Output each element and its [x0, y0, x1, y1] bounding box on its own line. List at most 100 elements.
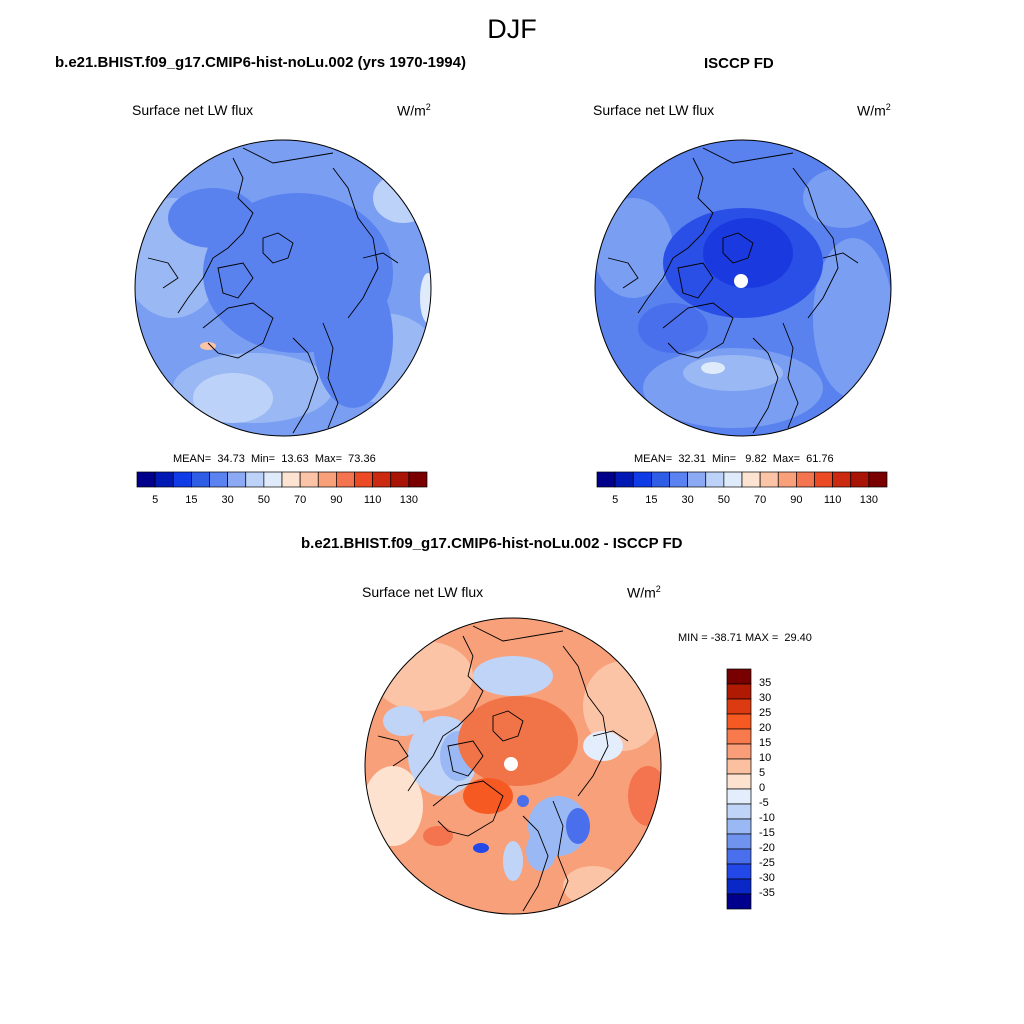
panel3-field-warm	[563, 866, 623, 906]
colorbar-tick-label: 20	[759, 722, 772, 734]
colorbar-swatch	[868, 471, 888, 488]
panel1-field-warm	[200, 342, 216, 350]
colorbar-swatch	[705, 471, 725, 488]
panel3-field-cool	[526, 831, 556, 871]
colorbar-tick-label: 30	[681, 494, 694, 506]
colorbar-swatch	[317, 471, 337, 488]
colorbar-swatch	[191, 471, 210, 488]
colorbar-tick-label: -25	[759, 857, 775, 869]
panel2-colorbar	[596, 471, 888, 488]
colorbar-swatch	[726, 878, 752, 895]
panel1-coastlines	[147, 147, 399, 434]
panel1-units: W/m2	[397, 102, 431, 119]
colorbar-tick-label: -30	[759, 872, 775, 884]
panel3-field-pale	[373, 641, 473, 711]
colorbar-swatch	[723, 471, 743, 488]
panel3-field-cool	[517, 795, 529, 807]
panel3-pole-hole	[504, 757, 518, 771]
colorbar-swatch	[227, 471, 247, 488]
panel2-field-light	[813, 238, 891, 398]
colorbar-swatch	[726, 803, 752, 820]
panel1-title: b.e21.BHIST.f09_g17.CMIP6-hist-noLu.002 …	[55, 54, 466, 71]
colorbar-swatch	[726, 863, 752, 880]
colorbar-swatch	[726, 818, 752, 835]
colorbar-swatch	[390, 471, 410, 488]
panel1-stats: MEAN= 34.73 Min= 13.63 Max= 73.36	[173, 453, 376, 465]
panel3-field-cool	[473, 843, 489, 853]
panel2-field-darker	[703, 218, 793, 288]
panel3-field-cool	[473, 656, 553, 696]
panel3-title: b.e21.BHIST.f09_g17.CMIP6-hist-noLu.002 …	[301, 535, 683, 552]
panel2-coastlines	[607, 147, 859, 434]
colorbar-swatch	[687, 471, 707, 488]
panel1-field-dark	[313, 268, 393, 408]
panel2-units: W/m2	[857, 102, 891, 119]
colorbar-swatch	[726, 743, 752, 760]
panel1-polar-map	[134, 139, 432, 437]
colorbar-tick-label: -20	[759, 842, 775, 854]
colorbar-swatch	[209, 471, 228, 488]
panel3-field-cool	[566, 808, 590, 844]
colorbar-swatch	[726, 728, 752, 745]
panel1-field-light	[193, 373, 273, 423]
colorbar-tick-label: 70	[294, 494, 307, 506]
colorbar-swatch	[669, 471, 688, 488]
panel3-variable-label: Surface net LW flux	[362, 584, 484, 600]
panel3-field-cool	[503, 841, 523, 881]
panel2-field-light	[683, 355, 783, 391]
colorbar-swatch	[726, 758, 752, 775]
colorbar-tick-label: 90	[790, 494, 803, 506]
colorbar-swatch	[726, 698, 752, 715]
colorbar-tick-label: -10	[759, 812, 775, 824]
colorbar-swatch	[336, 471, 355, 488]
panel1-field-warm	[420, 273, 431, 323]
colorbar-tick-label: 10	[759, 752, 772, 764]
colorbar-swatch	[263, 471, 283, 488]
colorbar-swatch	[172, 471, 192, 488]
panel3-field-cool	[583, 731, 623, 761]
colorbar-swatch	[245, 471, 265, 488]
panel1-variable-label: Surface net LW flux	[132, 102, 254, 118]
colorbar-tick-label: 70	[754, 494, 767, 506]
colorbar-tick-label: 90	[330, 494, 343, 506]
panel2-field-light	[595, 198, 673, 298]
colorbar-tick-label: 110	[823, 494, 842, 506]
colorbar-swatch	[154, 471, 174, 488]
panel2-field-light	[803, 168, 883, 228]
colorbar-tick-label: 25	[759, 707, 772, 719]
colorbar-swatch	[614, 471, 634, 488]
panel3-field-cool	[383, 706, 423, 736]
colorbar-tick-label: 30	[221, 494, 234, 506]
colorbar-tick-label: 15	[645, 494, 658, 506]
colorbar-tick-label: 35	[759, 677, 772, 689]
colorbar-swatch	[814, 471, 833, 488]
panel2-field-mid	[638, 303, 708, 353]
colorbar-tick-label: -35	[759, 887, 775, 899]
panel3-field-warm	[423, 826, 453, 846]
panel3-stats: MIN = -38.71 MAX = 29.40	[678, 632, 812, 644]
colorbar-tick-label: 15	[185, 494, 198, 506]
colorbar-swatch	[726, 833, 752, 850]
panel2-field-pale	[701, 362, 725, 374]
colorbar-tick-label: 130	[859, 494, 879, 506]
colorbar-swatch	[408, 471, 428, 488]
colorbar-tick-label: 5	[152, 494, 159, 506]
colorbar-tick-label: 50	[257, 494, 270, 506]
panel3-coastlines	[377, 625, 629, 912]
panel3-polar-map	[364, 617, 662, 915]
colorbar-tick-label: 110	[363, 494, 382, 506]
colorbar-swatch	[726, 683, 752, 700]
panel3-colorbar	[726, 668, 752, 910]
colorbar-tick-label: 15	[759, 737, 772, 749]
colorbar-swatch	[777, 471, 797, 488]
colorbar-tick-label: 30	[759, 692, 772, 704]
colorbar-swatch	[651, 471, 670, 488]
colorbar-swatch	[726, 893, 752, 910]
colorbar-swatch	[299, 471, 319, 488]
colorbar-tick-label: 130	[399, 494, 419, 506]
colorbar-swatch	[281, 471, 301, 488]
colorbar-swatch	[632, 471, 652, 488]
colorbar-swatch	[354, 471, 373, 488]
colorbar-swatch	[759, 471, 779, 488]
colorbar-tick-label: -5	[759, 797, 769, 809]
